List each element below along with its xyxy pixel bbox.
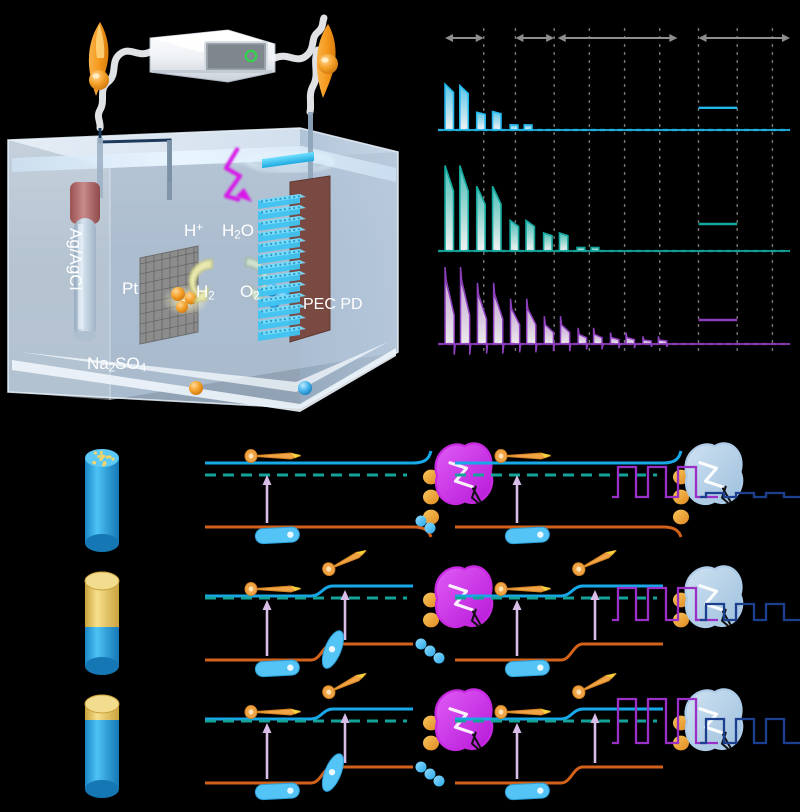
region-arrow-0 [445,34,484,42]
row-au-thin-cap [85,668,800,800]
label-pt: Pt [122,280,138,297]
band-diagram-rows [0,425,800,812]
valence-band [205,527,431,537]
wire-pt [167,140,172,200]
figure-root: Ag/AgCl Pt H+ H2 H2O O2 PEC PD Na2SO4 [0,0,800,812]
nanorod-illustration [85,695,119,798]
label-h-plus: H+ [184,222,203,239]
nanorod-illustration [85,449,119,552]
potentiostat-meter [150,30,275,82]
clip-left [89,22,109,96]
label-h2o: H2O [222,222,254,242]
clip-right [317,24,338,98]
nanorod-illustration [85,572,119,675]
cable-right [275,18,324,112]
row-au-thick-cap [85,545,800,677]
region-arrow-2 [558,34,678,42]
label-h2: H2 [196,283,215,303]
label-ag-agcl: Ag/AgCl [67,228,84,290]
band-diagram-illumination [205,443,492,544]
conduction-band [205,709,413,719]
valence-band [205,644,413,660]
band-diagram-relaxed [455,443,742,544]
label-pec-pd: PEC PD [303,297,363,313]
valence-band [455,644,663,660]
trace-1-light-blue [438,84,790,130]
band-diagram-relaxed [455,545,742,677]
band-diagram-illumination [205,668,492,800]
row-au-nanoparticles [85,443,800,552]
band-diagram-relaxed [455,668,742,800]
conduction-band [205,451,431,463]
photocurrent-transient-chart [424,6,800,356]
label-o2: O2 [240,283,260,303]
label-electrolyte: Na2SO4 [87,355,146,375]
valence-band [455,767,663,783]
band-diagram-illumination [205,545,492,677]
conduction-band [205,586,413,596]
region-arrow-3 [698,34,790,42]
valence-band [205,767,413,783]
pec-cell-schematic: Ag/AgCl Pt H+ H2 H2O O2 PEC PD Na2SO4 [0,0,420,430]
valence-band [455,527,681,537]
region-arrow-1 [515,34,554,42]
